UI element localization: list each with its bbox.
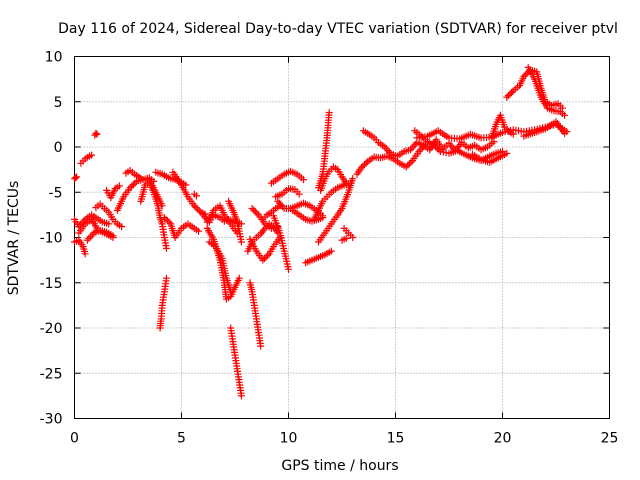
data-point-markers (203, 202, 241, 237)
data-series-trace (338, 234, 350, 244)
data-series-trace (359, 127, 380, 144)
data-series-trace (469, 149, 511, 166)
data-series-trace (160, 214, 203, 241)
data-series-trace (270, 212, 292, 273)
data-point-markers (338, 234, 350, 244)
y-tick-label: -25 (40, 366, 63, 382)
x-tick-label: 15 (387, 431, 405, 447)
data-series-trace (267, 167, 307, 187)
data-series-trace (203, 202, 241, 237)
data-point-markers (71, 211, 113, 231)
y-tick-label: 5 (54, 95, 63, 111)
data-point-markers (340, 224, 357, 241)
data-series-trace (302, 247, 335, 267)
data-series-trace (71, 211, 113, 231)
data-point-markers (205, 238, 235, 296)
data-series-trace (524, 63, 569, 119)
chart-title: Day 116 of 2024, Sidereal Day-to-day VTE… (58, 21, 618, 37)
data-point-markers (359, 127, 380, 144)
y-tick-label: -5 (49, 185, 63, 201)
data-series-trace (83, 226, 117, 244)
data-point-markers (227, 324, 245, 400)
data-series-trace (246, 279, 265, 350)
x-axis-label: GPS time / hours (281, 458, 398, 474)
data-series-trace (122, 167, 147, 184)
data-point-markers (302, 247, 335, 267)
x-tick-label: 25 (601, 431, 619, 447)
data-point-markers (315, 175, 357, 246)
y-tick-label: -10 (40, 231, 63, 247)
data-series-trace (353, 140, 429, 178)
data-point-markers (169, 168, 209, 218)
x-tick-label: 0 (70, 431, 79, 447)
data-series-trace (103, 182, 123, 202)
data-series-trace (156, 274, 170, 332)
data-point-markers (71, 173, 81, 183)
data-point-markers (145, 179, 170, 252)
data-point-markers (270, 212, 292, 273)
data-point-markers (524, 63, 569, 119)
y-tick-label: -15 (40, 276, 63, 292)
x-tick-label: 10 (280, 431, 298, 447)
tick-layer: 0 5 10 15 20 25 10 5 0 -5 -10 -15 -20 -25 -30 (40, 50, 619, 447)
data-series-trace (488, 111, 517, 142)
data-point-markers (246, 279, 265, 350)
data-point-markers (353, 140, 429, 178)
data-series-trace (91, 129, 101, 139)
points-layer (71, 63, 571, 400)
data-point-markers (160, 214, 203, 241)
x-tick-label: 5 (177, 431, 186, 447)
data-series-trace (205, 238, 235, 296)
data-series-trace (71, 173, 81, 183)
data-point-markers (267, 167, 307, 187)
data-point-markers (103, 182, 123, 202)
y-axis-label: SDTVAR / TECUs (6, 181, 22, 296)
data-point-markers (71, 236, 89, 258)
data-series-trace (77, 151, 96, 167)
y-tick-label: -30 (40, 412, 63, 428)
data-point-markers (122, 167, 147, 184)
data-series-trace (169, 168, 209, 218)
data-series-trace (225, 197, 245, 246)
data-point-markers (520, 118, 569, 140)
data-point-markers (77, 151, 96, 167)
data-point-markers (488, 111, 517, 142)
data-point-markers (91, 129, 101, 139)
data-series-trace (340, 224, 357, 241)
data-point-markers (246, 234, 284, 264)
data-series-trace (227, 324, 245, 400)
data-series-trace (315, 175, 357, 246)
data-series-trace (272, 185, 303, 201)
y-tick-label: 0 (54, 140, 63, 156)
data-point-markers (190, 190, 200, 200)
data-point-markers (156, 274, 170, 332)
data-series-trace (317, 163, 350, 194)
data-point-markers (272, 185, 303, 201)
data-point-markers (92, 200, 126, 231)
data-point-markers (225, 197, 245, 246)
data-point-markers (317, 163, 350, 194)
y-tick-label: -20 (40, 321, 63, 337)
data-series-trace (520, 118, 569, 140)
data-series-trace (71, 236, 89, 258)
data-series-trace (190, 190, 200, 200)
data-point-markers (83, 226, 117, 244)
x-tick-label: 20 (494, 431, 512, 447)
data-series-trace (246, 234, 284, 264)
data-point-markers (469, 149, 511, 166)
data-series-trace (92, 200, 126, 231)
y-tick-label: 10 (45, 50, 63, 66)
data-series-trace (145, 179, 170, 252)
